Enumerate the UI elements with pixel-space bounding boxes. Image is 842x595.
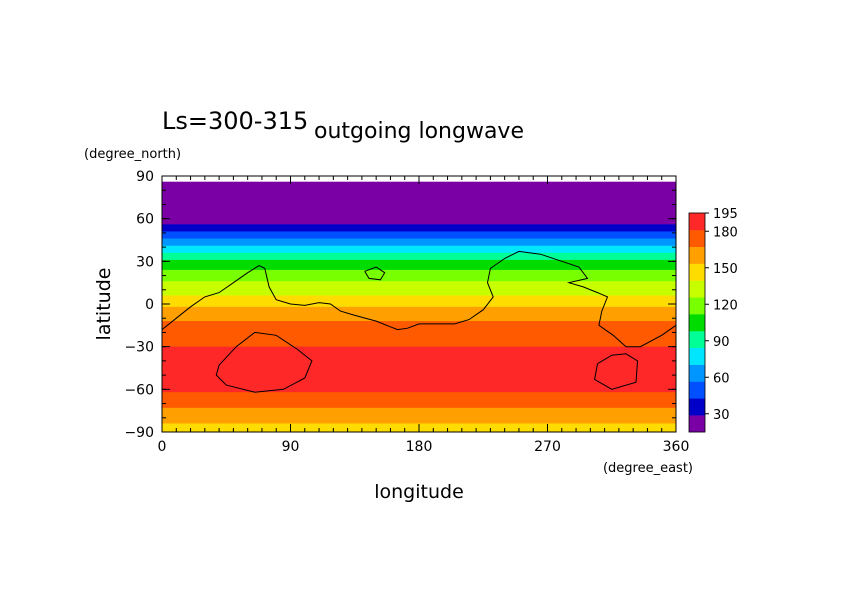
- contour-band-11: [162, 321, 676, 348]
- contour-band-0: [162, 181, 676, 225]
- colorbar-label-0: 195: [713, 207, 738, 222]
- contour-lines: [161, 250, 677, 393]
- y-tick-label-5: −60: [124, 382, 154, 398]
- contour-band-5: [162, 252, 676, 261]
- colorbar-swatch-2: [689, 381, 705, 399]
- contour-band-1: [162, 224, 676, 232]
- colorbar-frame: [688, 212, 706, 433]
- y-tick-label-6: −90: [124, 425, 154, 441]
- x-tick-label-0: 0: [158, 439, 167, 455]
- x-axis: 0 90 180 270 360: [158, 176, 690, 455]
- contour-band-13: [162, 392, 676, 409]
- chart-subtitle: Ls=300-315: [162, 107, 308, 135]
- colorbar-swatch-0: [689, 415, 705, 433]
- filled-contour-area: [162, 181, 676, 433]
- colorbar-label-3: 120: [713, 298, 738, 313]
- colorbar-swatch-12: [689, 213, 705, 231]
- contour-line-2: [215, 331, 313, 393]
- y-tick-label-4: −30: [124, 340, 154, 356]
- x-units-label: (degree_east): [603, 461, 693, 476]
- contour-band-8: [162, 281, 676, 296]
- contour-band-12: [162, 346, 676, 393]
- colorbar-swatch-6: [689, 314, 705, 332]
- colorbar-label-1: 180: [713, 225, 738, 240]
- y-tick-label-3: 0: [145, 297, 154, 313]
- y-tick-label-2: 30: [136, 254, 154, 270]
- contour-line-1: [364, 266, 386, 281]
- colorbar-swatch-7: [689, 297, 705, 315]
- x-tick-label-2: 180: [406, 439, 433, 455]
- colorbar-label-6: 30: [713, 408, 730, 423]
- colorbar: 195 180 150 120 90 60 30: [688, 207, 738, 433]
- contour-line-3: [594, 353, 639, 390]
- colorbar-swatch-5: [689, 330, 705, 349]
- contour-band-9: [162, 295, 676, 308]
- colorbar-swatch-3: [689, 364, 705, 382]
- contour-band-4: [162, 245, 676, 254]
- contour-line-0: [161, 250, 677, 348]
- colorbar-swatch-8: [689, 280, 705, 298]
- x-axis-label: longitude: [374, 481, 464, 503]
- colorbar-swatch-4: [689, 347, 705, 365]
- chart-title: outgoing longwave: [314, 119, 524, 144]
- y-tick-label-0: 90: [136, 169, 154, 185]
- contour-band-7: [162, 269, 676, 282]
- colorbar-swatch-9: [689, 263, 705, 281]
- colorbar-swatch-10: [689, 246, 705, 264]
- contour-band-14: [162, 407, 676, 424]
- y-axis-label: latitude: [93, 268, 115, 341]
- colorbar-label-4: 90: [713, 335, 730, 350]
- contour-band-3: [162, 238, 676, 247]
- y-tick-label-1: 60: [136, 212, 154, 228]
- colorbar-label-5: 60: [713, 371, 730, 386]
- colorbar-label-2: 150: [713, 262, 738, 277]
- x-tick-label-1: 90: [282, 439, 300, 455]
- colorbar-swatch-11: [689, 229, 705, 247]
- contour-band-10: [162, 306, 676, 322]
- contour-band-6: [162, 259, 676, 271]
- y-axis: 90 60 30 0 −30 −60 −90: [124, 169, 676, 441]
- contour-band-2: [162, 231, 676, 240]
- x-tick-label-4: 360: [663, 439, 690, 455]
- colorbar-swatch-1: [689, 398, 705, 416]
- y-units-label: (degree_north): [84, 147, 181, 162]
- x-tick-label-3: 270: [534, 439, 561, 455]
